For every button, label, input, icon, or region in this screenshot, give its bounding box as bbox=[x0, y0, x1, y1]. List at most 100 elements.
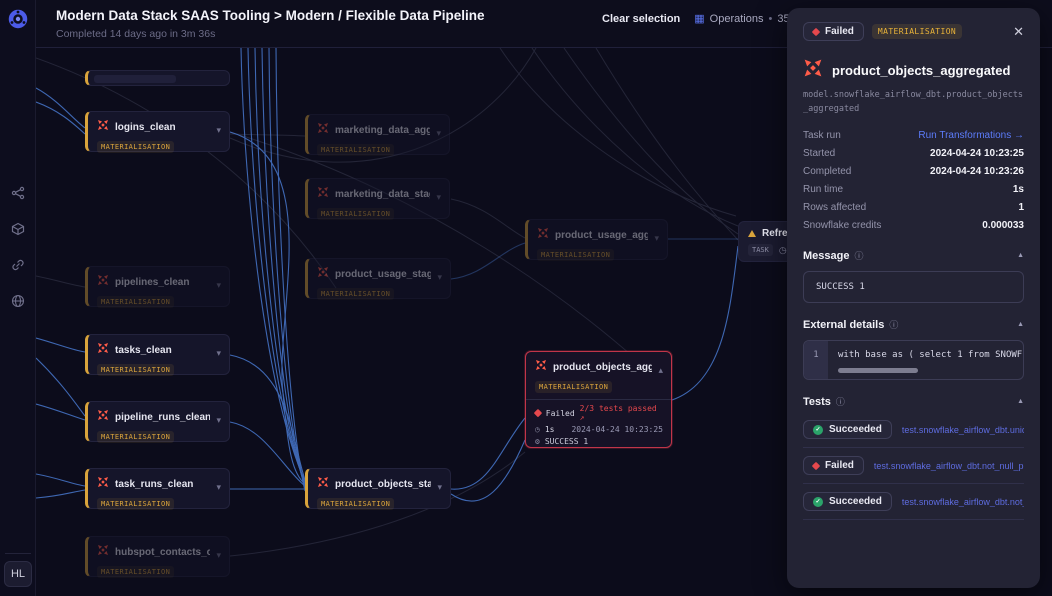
node-product-usage-aggregated[interactable]: product_usage_aggregated ▾ MATERIALISATI… bbox=[525, 219, 668, 261]
materialisation-badge: MATERIALISATION bbox=[317, 288, 395, 300]
operations-filter[interactable]: ▦ Operations • 35 bbox=[694, 13, 789, 25]
node-marketing-data-staging[interactable]: marketing_data_staging ▾ MATERIALISATION bbox=[305, 178, 450, 220]
node-label: hubspot_contacts_clean bbox=[115, 546, 211, 558]
chevron-down-icon[interactable]: ▾ bbox=[216, 279, 221, 290]
detail-label: Task run bbox=[803, 129, 841, 141]
detail-value: 2024-04-24 10:23:26 bbox=[930, 165, 1024, 177]
succeeded-check-icon: ✓ bbox=[813, 424, 823, 435]
node-label: pipeline_runs_clean bbox=[115, 411, 211, 423]
test-status-label: Succeeded bbox=[829, 424, 882, 436]
node-label: product_objects_staging bbox=[335, 478, 432, 490]
user-avatar[interactable]: HL bbox=[4, 561, 32, 587]
dbt-icon bbox=[97, 475, 109, 493]
task-triangle-icon bbox=[748, 230, 756, 237]
node-skeleton-bar bbox=[94, 75, 176, 83]
status-badge-label: Failed bbox=[825, 26, 854, 37]
node-logins-clean[interactable]: logins_clean ▾ MATERIALISATION bbox=[85, 111, 230, 153]
node-task-runs-clean[interactable]: task_runs_clean ▾ MATERIALISATION bbox=[85, 468, 230, 510]
orchestra-logo-icon[interactable] bbox=[7, 8, 29, 30]
failed-diamond-icon bbox=[811, 461, 821, 470]
node-partial-top[interactable] bbox=[85, 70, 230, 86]
chevron-down-icon[interactable]: ▾ bbox=[216, 124, 221, 135]
collapse-up-icon[interactable]: ▲ bbox=[1017, 252, 1024, 260]
node-product-usage-staging[interactable]: product_usage_staging ▾ MATERIALISATION bbox=[305, 258, 451, 300]
node-product-objects-staging[interactable]: product_objects_staging ▾ MATERIALISATIO… bbox=[305, 468, 451, 510]
node-label: Refre bbox=[762, 228, 788, 239]
clear-selection-button[interactable]: Clear selection bbox=[602, 13, 681, 25]
chevron-up-icon[interactable]: ▴ bbox=[658, 364, 663, 375]
materialisation-badge: MATERIALISATION bbox=[871, 24, 963, 39]
chevron-down-icon[interactable]: ▾ bbox=[437, 271, 442, 282]
connections-link-icon[interactable] bbox=[11, 258, 25, 272]
materialisation-badge: MATERIALISATION bbox=[317, 144, 395, 156]
pipelines-graph-icon[interactable] bbox=[11, 186, 25, 200]
test-status-badge: ✓ Succeeded bbox=[803, 492, 892, 512]
horizontal-scrollbar[interactable] bbox=[838, 368, 918, 374]
test-link[interactable]: test.snowflake_airflow_dbt.not_null_pr bbox=[901, 496, 1024, 507]
operations-count: 35 bbox=[777, 13, 790, 25]
close-icon[interactable]: ✕ bbox=[1013, 23, 1024, 39]
dbt-icon bbox=[97, 543, 109, 561]
message-box: SUCCESS 1 bbox=[803, 271, 1024, 304]
succeeded-check-icon: ✓ bbox=[813, 496, 823, 507]
node-marketing-data-aggregated[interactable]: marketing_data_aggregated ▾ MATERIALISAT… bbox=[305, 114, 450, 156]
detail-label: Completed bbox=[803, 165, 852, 177]
page-title: Modern Data Stack SAAS Tooling > Modern … bbox=[56, 8, 485, 23]
chevron-down-icon[interactable]: ▾ bbox=[437, 481, 442, 492]
web-globe-icon[interactable] bbox=[11, 294, 25, 308]
detail-value: 2024-04-24 10:23:25 bbox=[930, 147, 1024, 159]
info-icon[interactable]: ⓘ bbox=[854, 251, 864, 262]
operations-grid-icon: ▦ bbox=[694, 12, 705, 25]
node-pipelines-clean[interactable]: pipelines_clean ▾ MATERIALISATION bbox=[85, 266, 230, 308]
node-tasks-clean[interactable]: tasks_clean ▾ MATERIALISATION bbox=[85, 334, 230, 376]
chevron-down-icon[interactable]: ▾ bbox=[216, 481, 221, 492]
dbt-icon bbox=[537, 226, 549, 244]
status-badge: Failed bbox=[803, 22, 864, 41]
dbt-icon bbox=[97, 118, 109, 136]
info-icon[interactable]: ⓘ bbox=[835, 397, 845, 408]
materialisation-badge: MATERIALISATION bbox=[537, 249, 615, 261]
materialisation-badge: MATERIALISATION bbox=[97, 431, 175, 443]
chevron-down-icon[interactable]: ▾ bbox=[216, 414, 221, 425]
materialisation-badge: MATERIALISATION bbox=[317, 498, 395, 510]
test-link[interactable]: test.snowflake_airflow_dbt.unique_pro bbox=[901, 424, 1024, 435]
materialisation-badge: MATERIALISATION bbox=[97, 566, 175, 578]
chevron-down-icon[interactable]: ▾ bbox=[654, 232, 659, 243]
chevron-down-icon[interactable]: ▾ bbox=[216, 549, 221, 560]
detail-row: Completed 2024-04-24 10:23:26 bbox=[803, 162, 1024, 180]
integrations-cube-icon[interactable] bbox=[11, 222, 25, 236]
node-run-time: 1s bbox=[544, 425, 555, 434]
test-status-label: Succeeded bbox=[829, 496, 882, 508]
task-run-link[interactable]: Run Transformations → bbox=[918, 129, 1024, 141]
node-label: product_usage_staging bbox=[335, 268, 432, 280]
test-row: ✓ Succeeded test.snowflake_airflow_dbt.u… bbox=[803, 412, 1024, 449]
dbt-icon bbox=[317, 185, 329, 203]
line-number: 1 bbox=[804, 341, 828, 380]
test-link[interactable]: test.snowflake_airflow_dbt.not_null_pr bbox=[873, 460, 1024, 471]
dbt-icon bbox=[97, 408, 109, 426]
node-details-panel: Failed MATERIALISATION ✕ product_objects… bbox=[787, 8, 1040, 588]
details-table: Task run Run Transformations → Started 2… bbox=[803, 126, 1024, 234]
info-icon[interactable]: ⓘ bbox=[889, 320, 899, 331]
node-product-objects-aggregated-selected[interactable]: product_objects_aggregated ▴ MATERIALISA… bbox=[525, 351, 672, 448]
collapse-up-icon[interactable]: ▲ bbox=[1017, 398, 1024, 406]
node-label: task_runs_clean bbox=[115, 478, 194, 490]
node-label: product_usage_aggregated bbox=[555, 229, 649, 241]
dbt-icon bbox=[535, 358, 547, 376]
chevron-down-icon[interactable]: ▾ bbox=[436, 127, 441, 138]
chevron-down-icon[interactable]: ▾ bbox=[216, 347, 221, 358]
dbt-icon bbox=[97, 341, 109, 359]
dot-separator: • bbox=[768, 13, 773, 25]
node-pipeline-runs-clean[interactable]: pipeline_runs_clean ▾ MATERIALISATION bbox=[85, 401, 230, 443]
run-summary: Completed 14 days ago in 3m 36s bbox=[56, 28, 216, 40]
detail-label: Snowflake credits bbox=[803, 219, 882, 231]
test-status-label: Failed bbox=[825, 460, 854, 472]
materialisation-badge: MATERIALISATION bbox=[97, 296, 175, 308]
node-status: Failed bbox=[545, 408, 575, 418]
chevron-down-icon[interactable]: ▾ bbox=[436, 191, 441, 202]
tests-passed-link[interactable]: 2/3 tests passed ↗ bbox=[579, 404, 657, 422]
collapse-up-icon[interactable]: ▲ bbox=[1017, 321, 1024, 329]
node-hubspot-contacts-clean[interactable]: hubspot_contacts_clean ▾ MATERIALISATION bbox=[85, 536, 230, 578]
tests-section-header: Tests ⓘ ▲ bbox=[803, 395, 1024, 408]
materialisation-badge: MATERIALISATION bbox=[535, 381, 613, 393]
